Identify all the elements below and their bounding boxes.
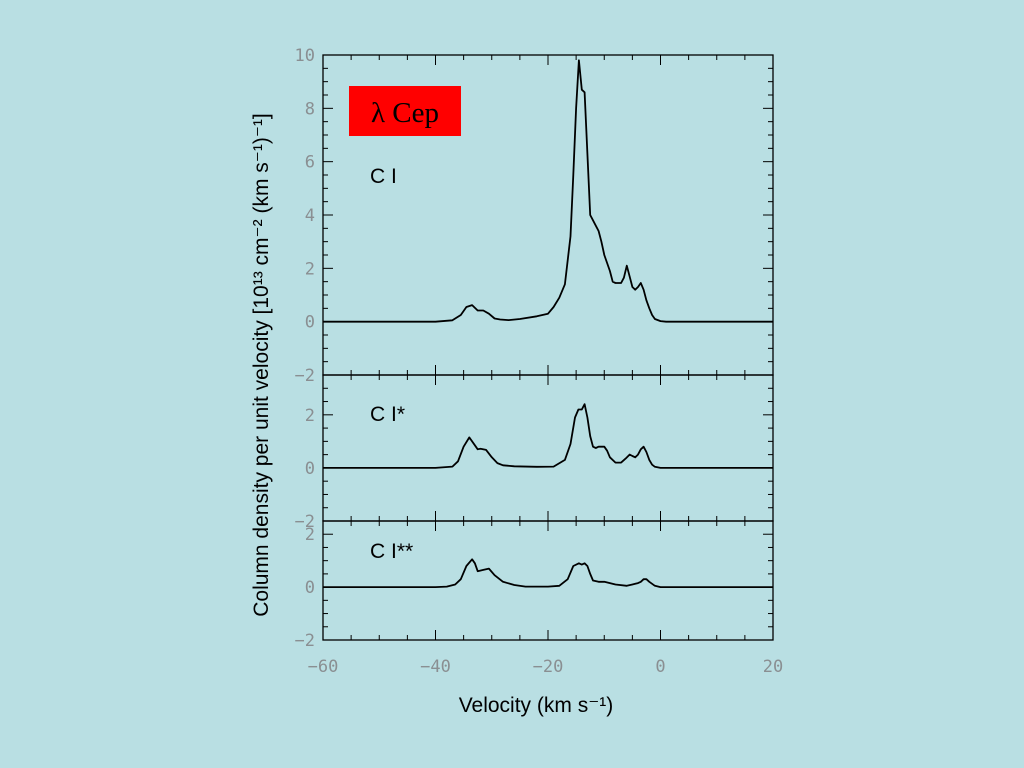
xtick-label: 0 xyxy=(655,657,665,677)
panel-2-ytick-label: 2 xyxy=(305,406,315,426)
panels-layer: −2 0 2 4 6 8 10 C I −2 0 2 C I* −2 0 2 C I** xyxy=(295,46,774,651)
xtick-label: 20 xyxy=(763,657,783,677)
panel-1-species-label: C I xyxy=(370,165,397,188)
panel-2-spectrum-line xyxy=(323,403,773,469)
panel-3-spectrum-line xyxy=(323,558,773,588)
panel-3: −2 0 2 C I** xyxy=(295,520,774,651)
star-name-badge-text: λ Cep xyxy=(371,97,439,129)
panel-3-frame xyxy=(322,520,774,641)
panel-1-ytick-label: 0 xyxy=(305,313,315,333)
panel-1-ytick-label: 10 xyxy=(295,46,315,66)
xtick-label: −40 xyxy=(420,657,451,677)
panel-1-spectrum-line xyxy=(323,59,773,323)
axes-layer: −60 −40 −20 0 20 xyxy=(308,657,784,677)
panel-2: −2 0 2 C I* xyxy=(295,374,774,532)
star-name-badge-background xyxy=(349,86,461,136)
x-axis-title: Velocity (km s⁻¹) xyxy=(459,694,614,717)
xtick-label: −20 xyxy=(533,657,564,677)
panel-2-ytick-label: 0 xyxy=(305,459,315,479)
panel-2-frame xyxy=(322,374,774,522)
panel-1-ytick-label: 8 xyxy=(305,99,315,119)
panel-2-ytick-label: −2 xyxy=(295,512,315,532)
panel-2-species-label: C I* xyxy=(370,403,405,426)
star-name-badge: λ Cep xyxy=(349,86,461,136)
panel-1-ytick-label: −2 xyxy=(295,366,315,386)
panel-1-ytick-label: 6 xyxy=(305,153,315,173)
panel-1-ytick-label: 2 xyxy=(305,259,315,279)
panel-3-ytick-label: −2 xyxy=(295,631,315,651)
panel-3-ytick-label: 0 xyxy=(305,578,315,598)
y-axis-title: Column density per unit velocity [10¹³ c… xyxy=(250,113,273,617)
panel-3-ytick-label: 2 xyxy=(305,525,315,545)
xtick-label: −60 xyxy=(308,657,339,677)
panel-3-species-label: C I** xyxy=(370,540,413,563)
panel-1-ytick-label: 4 xyxy=(305,206,315,226)
